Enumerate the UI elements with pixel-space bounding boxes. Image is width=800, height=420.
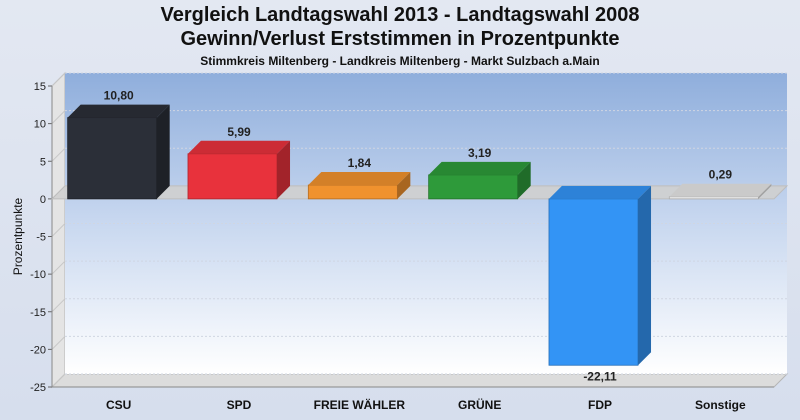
bar-side xyxy=(156,104,170,199)
y-tick-label: -5 xyxy=(36,232,46,244)
bar-fdp xyxy=(548,198,639,366)
gridline-side xyxy=(51,336,66,350)
data-label: -22,11 xyxy=(583,369,617,383)
bar-top xyxy=(669,183,772,197)
data-label: 3,19 xyxy=(468,146,492,160)
chart-subtitle: Gewinn/Verlust Erststimmen in Prozentpun… xyxy=(180,28,620,50)
gridline-side xyxy=(51,72,66,87)
gridline-side xyxy=(51,147,66,162)
gridline-side xyxy=(51,373,66,388)
data-label: 1,84 xyxy=(348,156,372,170)
gridline-side xyxy=(51,298,66,313)
bar-top xyxy=(67,104,170,118)
y-tick-label: -15 xyxy=(30,307,46,319)
data-label: 5,99 xyxy=(227,125,251,139)
data-label: 10,80 xyxy=(104,89,134,103)
bar-freie-w-hler xyxy=(307,184,398,200)
bar-sonstige xyxy=(668,196,759,200)
bar-side xyxy=(277,140,291,199)
y-tick-label: -10 xyxy=(30,269,46,281)
plot-floor xyxy=(50,373,789,388)
x-tick-label: CSU xyxy=(106,398,131,412)
gridline-side xyxy=(51,223,66,237)
chart-caption: Stimmkreis Miltenberg - Landkreis Milten… xyxy=(200,54,600,68)
bar-top xyxy=(187,140,291,154)
bar-side xyxy=(397,172,411,199)
data-label: 0,29 xyxy=(709,168,733,182)
gridline-side xyxy=(51,110,66,124)
y-tick-label: 10 xyxy=(34,119,46,131)
y-tick-label: 15 xyxy=(34,81,46,93)
x-tick-label: FREIE WÄHLER xyxy=(314,397,406,412)
y-axis-label: Prozentpunkte xyxy=(11,197,25,275)
y-tick-label: 0 xyxy=(40,194,46,206)
bar-side xyxy=(758,183,772,199)
bar-top xyxy=(308,172,411,186)
gridline-side xyxy=(51,260,66,275)
chart-title: Vergleich Landtagswahl 2013 - Landtagswa… xyxy=(160,4,640,26)
bar-top xyxy=(548,185,652,199)
y-tick-label: 5 xyxy=(40,156,46,168)
x-tick-label: GRÜNE xyxy=(458,397,501,412)
bar-spd xyxy=(187,153,278,200)
bar-csu xyxy=(67,117,158,200)
bar-side xyxy=(517,161,531,199)
bar-top xyxy=(428,161,531,175)
x-tick-label: SPD xyxy=(227,398,252,412)
x-tick-label: Sonstige xyxy=(695,398,746,412)
bar-side xyxy=(638,185,652,366)
x-tick-label: FDP xyxy=(588,398,612,412)
y-tick-label: -25 xyxy=(30,382,46,394)
y-tick-label: -20 xyxy=(30,344,46,356)
bar-gr-ne xyxy=(428,174,519,200)
